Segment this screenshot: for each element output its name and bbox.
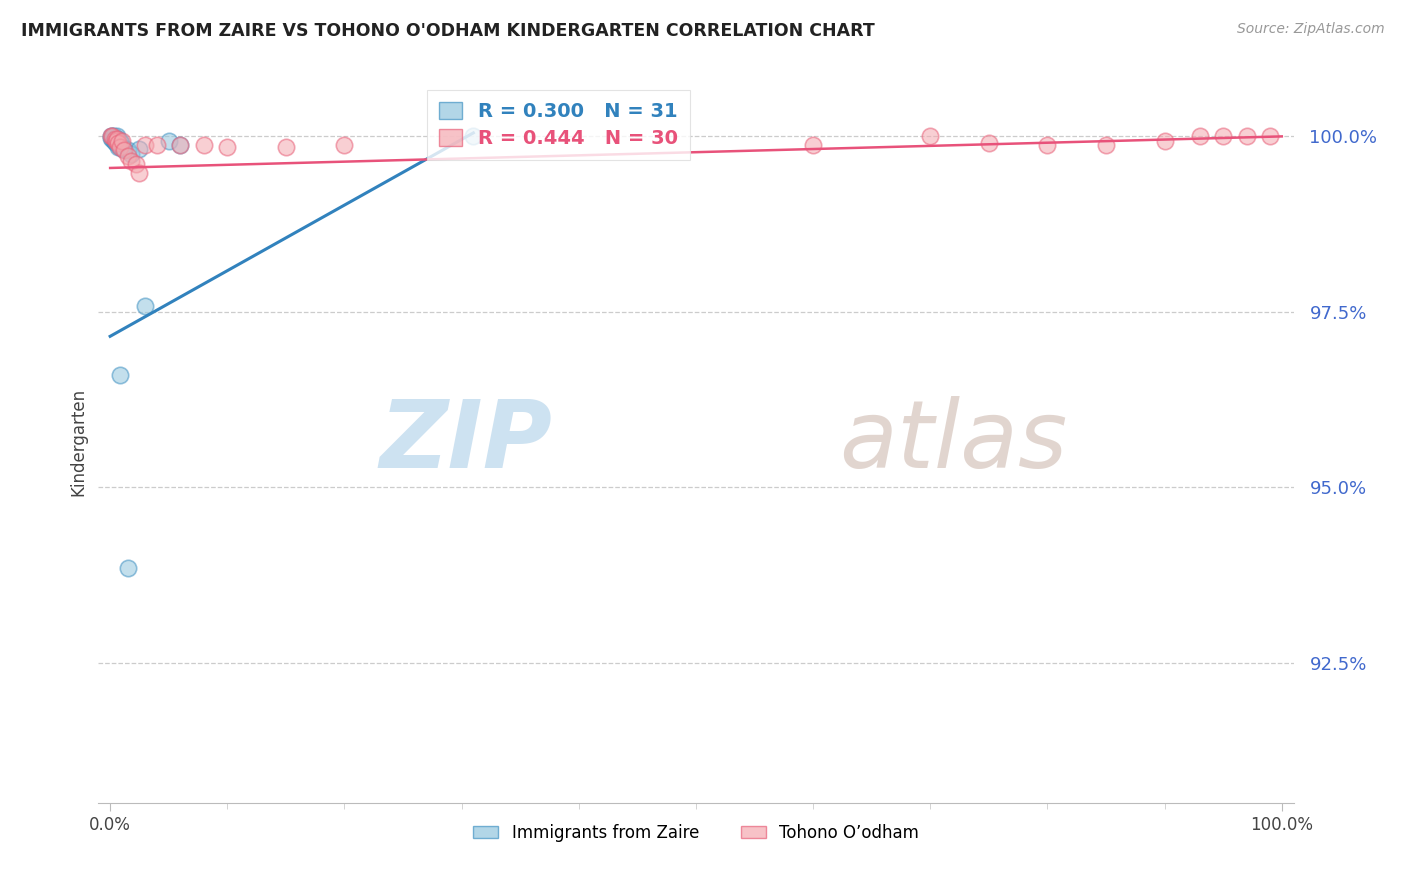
Legend: Immigrants from Zaire, Tohono O’odham: Immigrants from Zaire, Tohono O’odham: [467, 817, 925, 848]
Point: [101, 129, 124, 144]
Point: [112, 142, 135, 156]
Point: [107, 137, 129, 152]
Point: [117, 561, 139, 575]
Point: [111, 140, 134, 154]
Text: IMMIGRANTS FROM ZAIRE VS TOHONO O'ODHAM KINDERGARTEN CORRELATION CHART: IMMIGRANTS FROM ZAIRE VS TOHONO O'ODHAM …: [21, 22, 875, 40]
Point: [105, 134, 128, 148]
Point: [107, 132, 129, 146]
Point: [105, 134, 128, 148]
Text: Source: ZipAtlas.com: Source: ZipAtlas.com: [1237, 22, 1385, 37]
Point: [120, 153, 142, 168]
Point: [134, 299, 156, 313]
Point: [193, 137, 215, 152]
Text: ZIP: ZIP: [380, 395, 553, 488]
Point: [112, 142, 135, 156]
Point: [169, 137, 191, 152]
Point: [1258, 129, 1281, 144]
Point: [463, 129, 485, 144]
Point: [977, 136, 1000, 151]
Point: [128, 166, 150, 180]
Point: [104, 134, 127, 148]
Point: [105, 129, 128, 144]
Point: [100, 129, 122, 144]
Point: [100, 130, 122, 145]
Point: [1036, 137, 1059, 152]
Point: [107, 136, 129, 151]
Point: [108, 368, 131, 382]
Point: [128, 142, 150, 156]
Y-axis label: Kindergarten: Kindergarten: [69, 387, 87, 496]
Point: [120, 147, 142, 161]
Point: [125, 157, 148, 171]
Point: [103, 131, 125, 145]
Point: [105, 132, 128, 146]
Point: [105, 134, 128, 148]
Point: [1236, 129, 1258, 144]
Point: [134, 137, 156, 152]
Point: [169, 137, 191, 152]
Point: [146, 137, 169, 152]
Point: [105, 136, 128, 151]
Point: [117, 149, 139, 163]
Point: [100, 129, 122, 144]
Point: [101, 131, 124, 145]
Point: [157, 134, 180, 148]
Point: [103, 129, 125, 144]
Point: [1188, 129, 1211, 144]
Point: [274, 140, 297, 154]
Point: [1153, 134, 1175, 148]
Point: [108, 140, 131, 154]
Point: [110, 136, 132, 151]
Point: [1095, 137, 1118, 152]
Point: [107, 140, 129, 154]
Point: [103, 134, 125, 148]
Point: [104, 131, 127, 145]
Point: [101, 129, 124, 144]
Point: [112, 144, 135, 158]
Point: [111, 134, 134, 148]
Point: [217, 140, 239, 154]
Point: [333, 137, 356, 152]
Point: [108, 140, 131, 154]
Text: atlas: atlas: [839, 396, 1067, 487]
Point: [1212, 129, 1234, 144]
Point: [801, 137, 824, 152]
Point: [104, 135, 127, 149]
Point: [117, 144, 139, 158]
Point: [108, 134, 131, 148]
Point: [920, 129, 942, 144]
